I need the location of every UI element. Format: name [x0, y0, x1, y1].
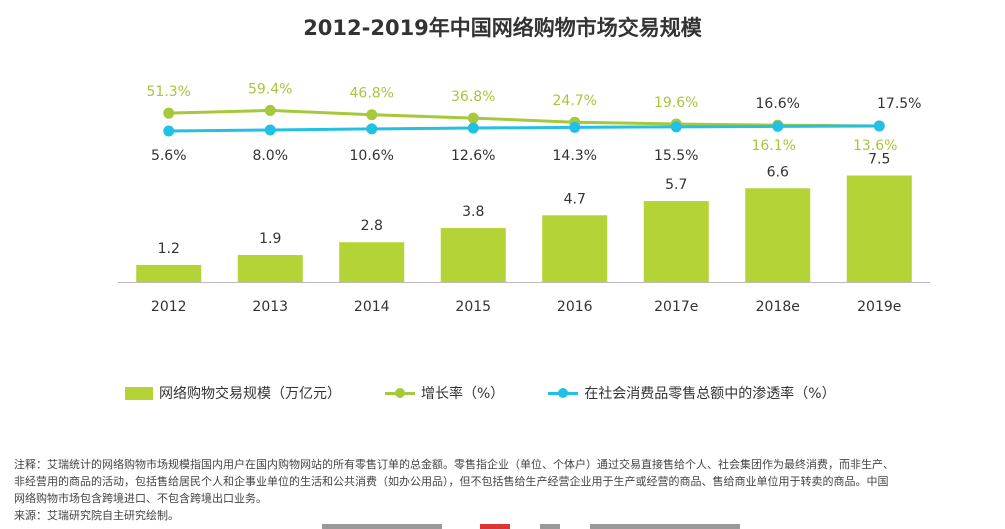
growth-label-2017e: 19.6% — [654, 95, 698, 111]
bar-label-2014: 2.8 — [361, 218, 383, 234]
growth-label-2018e: 16.1% — [752, 138, 796, 154]
growth-point-2014 — [366, 109, 378, 121]
penetration-label-2018e: 16.6% — [756, 96, 800, 112]
bar-value-labels: 1.2 1.9 2.8 3.8 4.7 5.7 6.6 7.5 — [158, 152, 891, 257]
bar-2015 — [440, 228, 506, 282]
chart-svg: 2012 2013 2014 2015 2016 2017e 2018e 2019e 1.21… — [118, 81, 930, 315]
growth-rate-line: 51.3% 59.4% 46.8% 36.8% 24.7% 19.6% 16.1% 13.6% — [147, 81, 898, 154]
penetration-point-2016 — [569, 121, 581, 133]
growth-label-2015: 36.8% — [451, 89, 495, 105]
footnote-line-2: 非经营用的商品的活动，包括售给居民个人和企事业单位的生活和公共消费（如办公用品）… — [14, 475, 889, 488]
bar-label-2015: 3.8 — [462, 204, 484, 220]
penetration-line-path — [168, 124, 880, 133]
x-tick-2013: 2013 — [252, 299, 288, 315]
footnote-line-3: 网络购物市场包含跨境进口、不包含跨境出口业务。 — [14, 492, 267, 505]
x-tick-2016: 2016 — [557, 299, 593, 315]
bar-label-2012: 1.2 — [158, 241, 180, 257]
footnote-line-1: 注释：艾瑞统计的网络购物市场规模指国内用户在国内购物网站的所有零售订单的总金额。… — [14, 458, 894, 471]
bar-label-2013: 1.9 — [259, 231, 281, 247]
growth-point-2013 — [264, 104, 276, 116]
legend-item-penetration: 在社会消费品零售总额中的渗透率（%） — [548, 383, 836, 403]
bar-2016 — [542, 215, 608, 282]
legend-penetration-swatch — [548, 387, 579, 400]
penetration-label-2017e: 15.5% — [654, 148, 698, 164]
growth-line-path — [168, 108, 880, 128]
chart-title: 2012-2019年中国网络购物市场交易规模 — [303, 16, 702, 40]
legend-item-bar: 网络购物交易规模（万亿元） — [125, 383, 341, 403]
cropped-bottom-strip — [300, 522, 760, 529]
legend-penetration-label: 在社会消费品零售总额中的渗透率（%） — [584, 386, 836, 402]
x-tick-2019e: 2019e — [857, 299, 901, 315]
penetration-label-2016: 14.3% — [553, 148, 597, 164]
bar-2012 — [136, 264, 202, 282]
bar-label-2016: 4.7 — [564, 191, 586, 207]
growth-label-2016: 24.7% — [553, 93, 597, 109]
penetration-label-2019e: 17.5% — [877, 96, 921, 112]
penetration-label-2014: 10.6% — [350, 148, 394, 164]
growth-label-2014: 46.8% — [350, 86, 394, 102]
x-tick-2014: 2014 — [354, 299, 390, 315]
x-tick-2017e: 2017e — [654, 299, 698, 315]
legend-item-growth: 增长率（%） — [385, 383, 504, 403]
source-line: 来源：艾瑞研究院自主研究绘制。 — [14, 509, 179, 522]
penetration-point-2012 — [163, 125, 175, 137]
growth-label-2013: 59.4% — [248, 81, 292, 97]
penetration-label-2015: 12.6% — [451, 148, 495, 164]
footnote: 注释：艾瑞统计的网络购物市场规模指国内用户在国内购物网站的所有零售订单的总金额。… — [14, 456, 994, 524]
penetration-rate-line: 5.6% 8.0% 10.6% 12.6% 14.3% 15.5% 16.6% 17.5% — [151, 96, 922, 164]
legend-bar-label: 网络购物交易规模（万亿元） — [159, 386, 341, 402]
legend: 网络购物交易规模（万亿元） 增长率（%） 在社会消费品零售总额中的渗透率（%） — [125, 382, 880, 404]
bar-2013 — [237, 255, 303, 282]
penetration-point-2014 — [366, 123, 378, 135]
bar-label-2019e: 7.5 — [868, 152, 890, 168]
x-tick-2012: 2012 — [151, 299, 187, 315]
penetration-point-2019e — [873, 120, 885, 132]
legend-growth-swatch — [385, 387, 415, 400]
legend-bar-swatch — [125, 386, 153, 400]
bars-layer — [136, 175, 912, 282]
x-tick-2018e: 2018e — [756, 299, 800, 315]
penetration-point-2017e — [670, 121, 682, 133]
growth-label-2019e: 13.6% — [853, 138, 897, 154]
x-tick-labels: 2012 2013 2014 2015 2016 2017e 2018e 2019e — [151, 299, 901, 315]
growth-point-2012 — [163, 107, 175, 119]
growth-label-2012: 51.3% — [147, 84, 191, 100]
bar-2019e — [846, 175, 912, 282]
bar-2014 — [339, 242, 405, 282]
bar-label-2018e: 6.6 — [767, 164, 789, 180]
bar-label-2017e: 5.7 — [665, 177, 687, 193]
penetration-point-2018e — [772, 120, 784, 132]
x-tick-2015: 2015 — [455, 299, 491, 315]
bar-2018e — [745, 188, 811, 282]
penetration-point-2013 — [264, 124, 276, 136]
growth-point-2015 — [467, 112, 479, 124]
penetration-label-2012: 5.6% — [151, 148, 187, 164]
bar-2017e — [643, 201, 709, 282]
penetration-label-2013: 8.0% — [252, 148, 288, 164]
legend-growth-label: 增长率（%） — [421, 386, 505, 402]
penetration-point-2015 — [467, 122, 479, 134]
